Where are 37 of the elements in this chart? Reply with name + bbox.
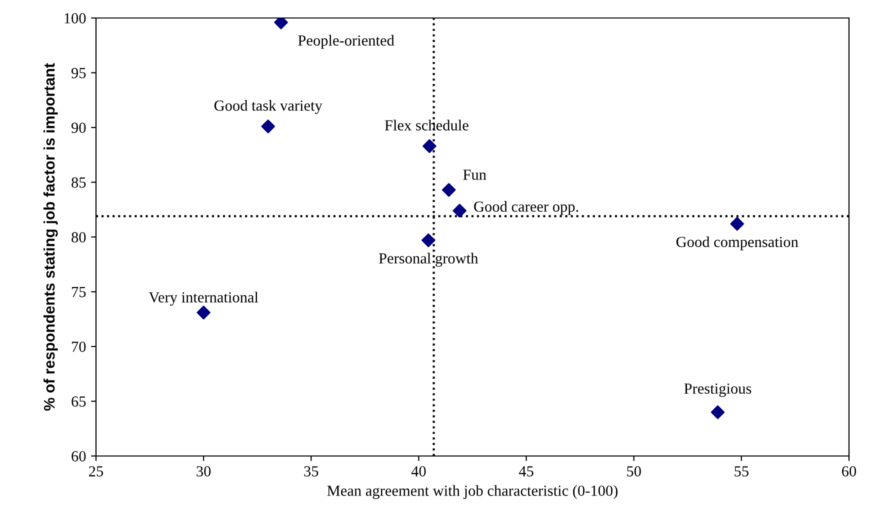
point [422,139,436,154]
x-tick-label: 35 [304,466,318,476]
annotation: People-oriented [298,34,394,49]
y-tick-label: 85 [72,177,86,188]
y-tick-label: 65 [72,396,86,407]
x-tick-label: 30 [196,466,211,476]
point [442,183,456,197]
y-tick-label: 80 [72,232,86,242]
point [452,204,466,218]
x-tick-label: 40 [411,466,426,476]
x-tick-label: 45 [518,466,534,476]
point [710,405,725,420]
point [274,18,288,30]
point [261,120,276,134]
annotation: Flex schedule [384,120,468,130]
y-tick-label: 60 [72,451,86,462]
y-tick-label: 100 [64,13,86,24]
y-tick-label: 70 [72,342,86,352]
y-tick-label: 95 [71,68,86,78]
annotation: Personal growth [378,252,478,267]
y-tick-label: 75 [72,287,86,298]
x-axis-title: Mean agreement with job characteristic (0-100) [327,485,618,500]
annotation: Good compensation [676,236,798,250]
annotation: Good task variety [214,100,322,114]
x-tick-label: 60 [842,466,856,476]
x-tick-label: 50 [627,466,641,476]
annotation: Fun [463,170,486,180]
annotation: Very international [148,292,258,306]
y-tick-label: 90 [71,122,86,133]
annotation: Good career opp. [474,201,578,215]
x-tick-label: 55 [734,466,748,476]
point [730,216,744,231]
point [421,233,436,248]
point [196,306,210,320]
y-axis-title: % of respondents stating job factor is important [43,63,58,411]
annotation: Prestigious [684,383,752,397]
x-tick-label: 25 [89,466,104,476]
